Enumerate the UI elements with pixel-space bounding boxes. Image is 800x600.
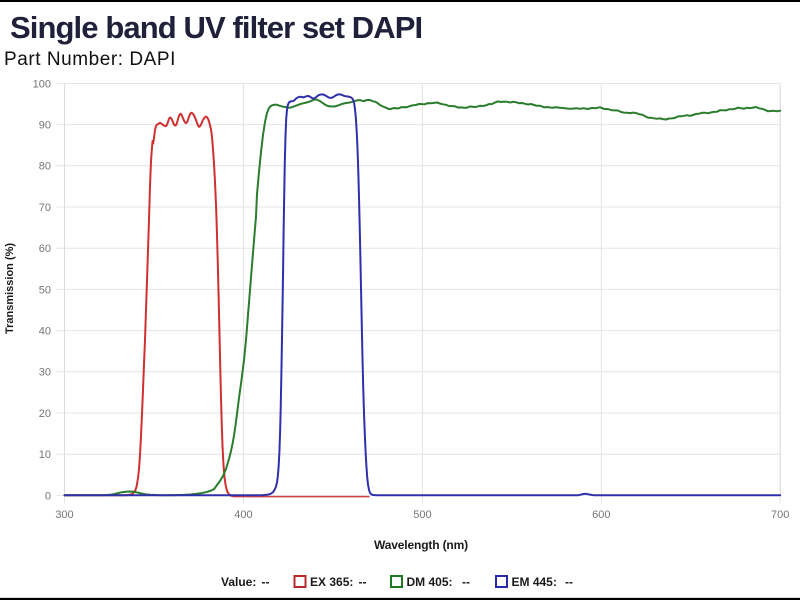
- svg-text:--: --: [359, 575, 367, 589]
- svg-text:Wavelength (nm): Wavelength (nm): [374, 538, 468, 552]
- svg-text:60: 60: [39, 243, 51, 255]
- svg-text:600: 600: [592, 509, 610, 521]
- svg-text:--: --: [462, 575, 470, 589]
- svg-text:Value:: Value:: [221, 575, 256, 589]
- svg-text:EM 445:: EM 445:: [512, 575, 557, 589]
- svg-text:400: 400: [234, 509, 252, 521]
- svg-text:700: 700: [771, 509, 789, 521]
- svg-text:100: 100: [33, 78, 51, 90]
- svg-text:40: 40: [39, 326, 51, 338]
- svg-text:20: 20: [39, 408, 51, 420]
- svg-text:90: 90: [39, 120, 51, 132]
- svg-text:500: 500: [413, 509, 431, 521]
- svg-text:30: 30: [39, 367, 51, 379]
- svg-text:300: 300: [55, 509, 73, 521]
- svg-text:50: 50: [39, 284, 51, 296]
- svg-text:--: --: [565, 575, 573, 589]
- svg-text:70: 70: [39, 202, 51, 214]
- svg-text:Transmission (%): Transmission (%): [4, 243, 16, 334]
- svg-text:0: 0: [45, 490, 51, 502]
- svg-text:80: 80: [39, 161, 51, 173]
- svg-text:--: --: [262, 575, 270, 589]
- svg-text:10: 10: [39, 449, 51, 461]
- svg-text:EX 365:: EX 365:: [310, 575, 353, 589]
- svg-text:DM 405:: DM 405:: [407, 575, 453, 589]
